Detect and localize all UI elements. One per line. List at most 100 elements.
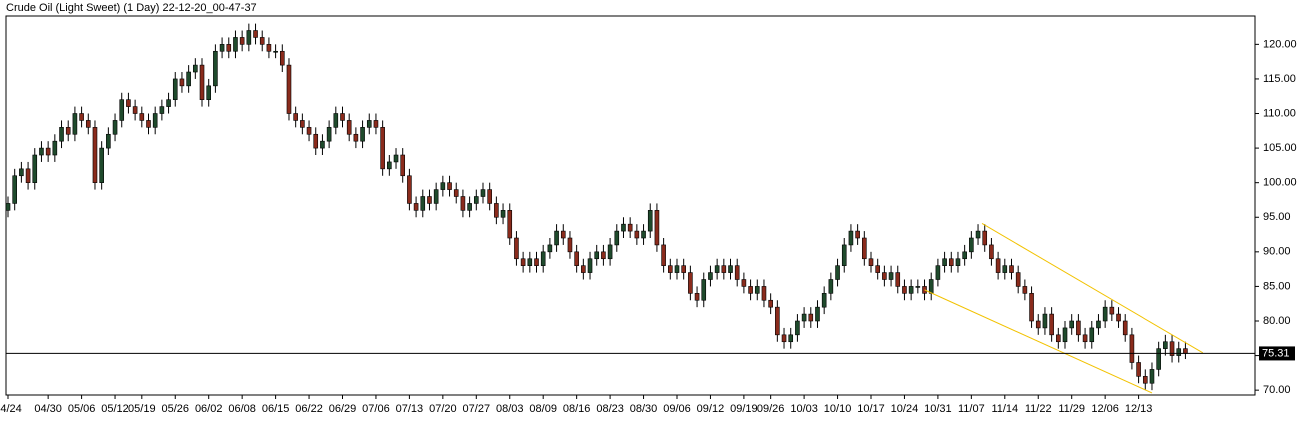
- candle-body: [326, 127, 332, 142]
- candle-body: [748, 286, 753, 294]
- y-tick-label: 95.00: [1263, 211, 1291, 223]
- y-tick-label: 90.00: [1263, 246, 1291, 258]
- candle-body: [801, 313, 807, 322]
- candle-body: [815, 306, 820, 322]
- candle-body: [795, 320, 800, 336]
- candle-body: [688, 272, 693, 294]
- x-tick-label: 10/17: [857, 403, 885, 415]
- candle-body: [152, 113, 158, 128]
- candle-body: [875, 265, 880, 273]
- candle-body: [333, 113, 339, 128]
- candle-body: [219, 44, 225, 52]
- x-tick-label: 09/06: [663, 403, 691, 415]
- candle-body: [1122, 320, 1128, 336]
- candle-body: [1089, 327, 1095, 343]
- candle-body: [989, 244, 994, 260]
- candle-body: [734, 265, 740, 280]
- candle-body: [447, 182, 452, 190]
- x-tick-label: 09/26: [757, 403, 785, 415]
- candle-body: [1169, 341, 1175, 356]
- candle-body: [761, 286, 767, 301]
- candle-body: [1116, 313, 1121, 322]
- candle-body: [25, 168, 31, 183]
- x-tick-label: 11/29: [1058, 403, 1085, 415]
- candle-body: [540, 251, 546, 266]
- candle-body: [45, 147, 51, 156]
- candle-body: [132, 106, 138, 114]
- candle-body: [621, 223, 626, 232]
- candle-body: [514, 237, 519, 260]
- candle-body: [560, 230, 566, 239]
- candle-body: [119, 99, 125, 121]
- y-tick-label: 115.00: [1263, 73, 1296, 85]
- candle-body: [1022, 286, 1028, 294]
- x-tick-label: 08/03: [496, 403, 524, 415]
- x-tick-label: 09/12: [697, 403, 725, 415]
- candle-body: [527, 258, 533, 266]
- candle-body: [962, 251, 967, 260]
- candle-body: [1062, 327, 1068, 343]
- candle-body: [1015, 272, 1021, 287]
- candle-body: [995, 258, 1001, 273]
- candle-body: [708, 272, 713, 280]
- candle-body: [380, 127, 385, 170]
- x-tick-label: 06/22: [295, 403, 323, 415]
- last-price-box: [1259, 346, 1295, 361]
- candle-body: [882, 272, 887, 280]
- candle-body: [413, 203, 419, 211]
- candle-body: [5, 203, 11, 211]
- candle-body: [808, 313, 814, 322]
- x-tick-label: 09/19: [730, 403, 758, 415]
- x-tick-label: 06/02: [195, 403, 223, 415]
- candle-body: [92, 127, 98, 183]
- last-price-label: 75.31: [1262, 347, 1290, 359]
- candle-body: [293, 113, 298, 121]
- candle-body: [19, 168, 24, 177]
- candle-body: [607, 244, 613, 260]
- candle-body: [79, 113, 84, 121]
- x-tick-label: 05/19: [128, 403, 156, 415]
- candle-body: [387, 161, 392, 170]
- candle-body: [99, 147, 104, 183]
- candle-body: [969, 237, 974, 253]
- candle-body: [440, 182, 446, 190]
- x-tick-label: 06/29: [329, 403, 357, 415]
- candle-body: [1109, 306, 1115, 315]
- y-tick-label: 70.00: [1263, 384, 1291, 396]
- candle-body: [581, 265, 586, 273]
- candle-body: [855, 230, 860, 239]
- candle-body: [106, 133, 111, 149]
- candle-body: [781, 334, 787, 343]
- x-tick-label: 05/12: [101, 403, 129, 415]
- candle-body: [320, 140, 325, 149]
- candle-body: [661, 244, 666, 266]
- candle-body: [427, 196, 432, 204]
- candle-body: [915, 286, 921, 288]
- candle-body: [1069, 320, 1074, 329]
- y-tick-label: 80.00: [1263, 315, 1291, 327]
- candle-body: [453, 189, 459, 197]
- candle-body: [193, 64, 198, 73]
- candle-body: [754, 286, 760, 294]
- x-tick-label: 07/06: [362, 403, 390, 415]
- candle-body: [179, 78, 185, 87]
- candle-body: [12, 175, 17, 204]
- candle-body: [728, 265, 733, 273]
- candle-body: [1029, 293, 1034, 322]
- x-tick-label: 10/31: [924, 403, 952, 415]
- candle-body: [908, 286, 914, 294]
- candle-body: [346, 120, 352, 135]
- candle-body: [674, 265, 680, 273]
- candle-body: [65, 127, 71, 135]
- candle-body: [353, 133, 359, 142]
- x-tick-label: 08/16: [563, 403, 591, 415]
- candle-body: [473, 196, 479, 204]
- candle-body: [741, 279, 747, 287]
- candle-body: [567, 237, 573, 253]
- y-tick-label: 110.00: [1263, 107, 1296, 119]
- candle-body: [1129, 334, 1135, 363]
- candle-body: [159, 106, 165, 114]
- candle-body: [634, 230, 640, 239]
- candle-body: [1056, 334, 1061, 343]
